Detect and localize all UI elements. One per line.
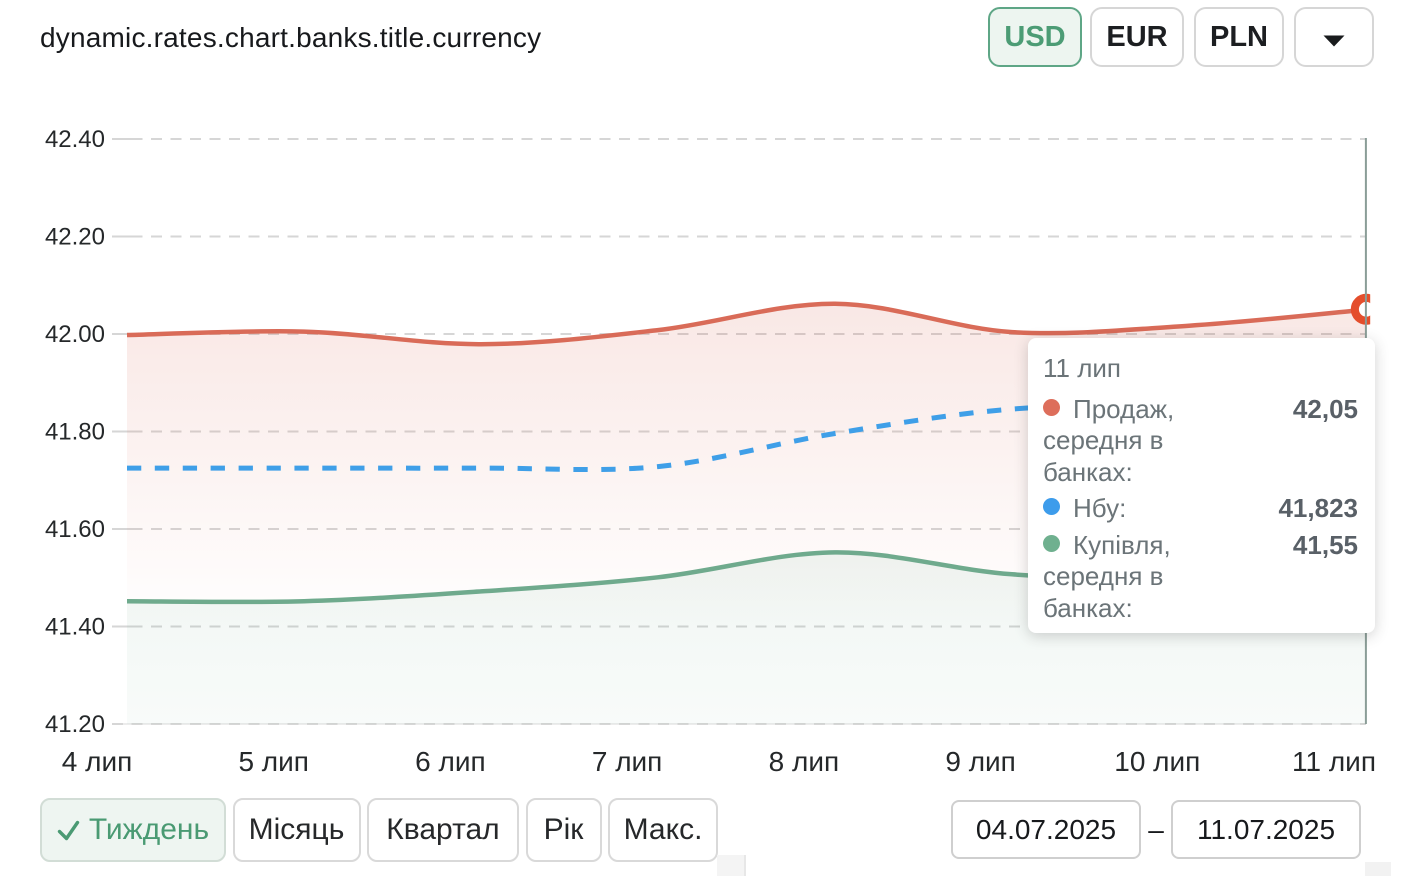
svg-text:41.20: 41.20 (45, 711, 105, 738)
svg-text:42.00: 42.00 (45, 321, 105, 348)
svg-text:11 лип: 11 лип (1292, 746, 1376, 777)
svg-text:42.40: 42.40 (45, 126, 105, 153)
svg-text:5 лип: 5 лип (238, 746, 309, 777)
svg-text:8 лип: 8 лип (769, 746, 840, 777)
svg-text:10 лип: 10 лип (1114, 746, 1200, 777)
svg-text:42.20: 42.20 (45, 224, 105, 251)
svg-text:4 лип: 4 лип (62, 746, 133, 777)
svg-text:9 лип: 9 лип (945, 746, 1016, 777)
svg-text:7 лип: 7 лип (592, 746, 663, 777)
svg-text:41.40: 41.40 (45, 614, 105, 641)
svg-text:41.60: 41.60 (45, 516, 105, 543)
svg-text:41.80: 41.80 (45, 419, 105, 446)
svg-text:6 лип: 6 лип (415, 746, 486, 777)
